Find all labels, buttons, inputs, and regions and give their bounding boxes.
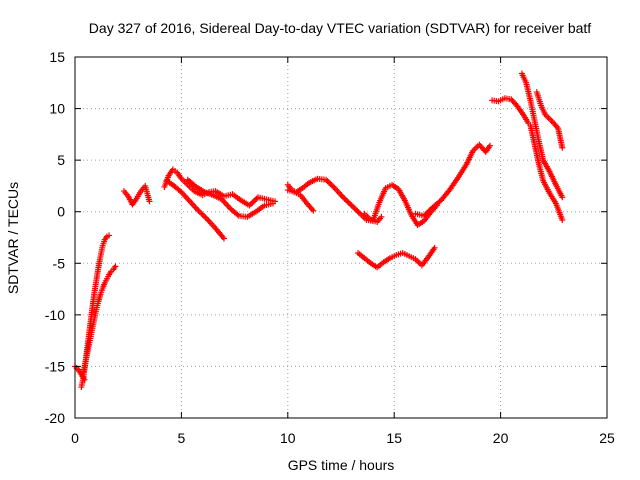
x-tick-label: 15 — [386, 430, 402, 446]
y-tick-label: -20 — [45, 410, 65, 426]
data-point — [112, 263, 119, 270]
data-points — [72, 70, 566, 391]
x-tick-label: 0 — [71, 430, 79, 446]
data-point — [559, 194, 566, 201]
data-point — [269, 200, 276, 207]
chart-title: Day 327 of 2016, Sidereal Day-to-day VTE… — [89, 20, 592, 36]
data-point — [559, 216, 566, 223]
data-point — [378, 213, 385, 220]
data-point — [310, 207, 317, 214]
y-tick-label: 15 — [49, 49, 65, 65]
y-tick-label: 0 — [57, 204, 65, 220]
y-tick-label: 10 — [49, 101, 65, 117]
x-tick-label: 10 — [280, 430, 296, 446]
data-point — [146, 198, 153, 205]
x-tick-label: 5 — [178, 430, 186, 446]
y-tick-label: -5 — [53, 255, 66, 271]
y-axis-label: SDTVAR / TECUs — [5, 182, 21, 294]
data-point — [431, 244, 438, 251]
tick-labels: 0 5 10 15 20 25 -20 -15 -10 -5 0 5 10 15 — [45, 49, 615, 446]
plot-frame — [74, 56, 608, 419]
data-point — [559, 144, 566, 151]
data-point — [220, 235, 227, 242]
y-tick-label: -10 — [45, 307, 65, 323]
data-point — [106, 232, 113, 239]
x-tick-label: 20 — [493, 430, 509, 446]
x-tick-label: 25 — [599, 430, 615, 446]
x-axis-label: GPS time / hours — [288, 457, 395, 473]
y-tick-label: -15 — [45, 358, 65, 374]
y-tick-label: 5 — [57, 152, 65, 168]
grid — [75, 57, 607, 418]
data-point — [486, 142, 493, 149]
